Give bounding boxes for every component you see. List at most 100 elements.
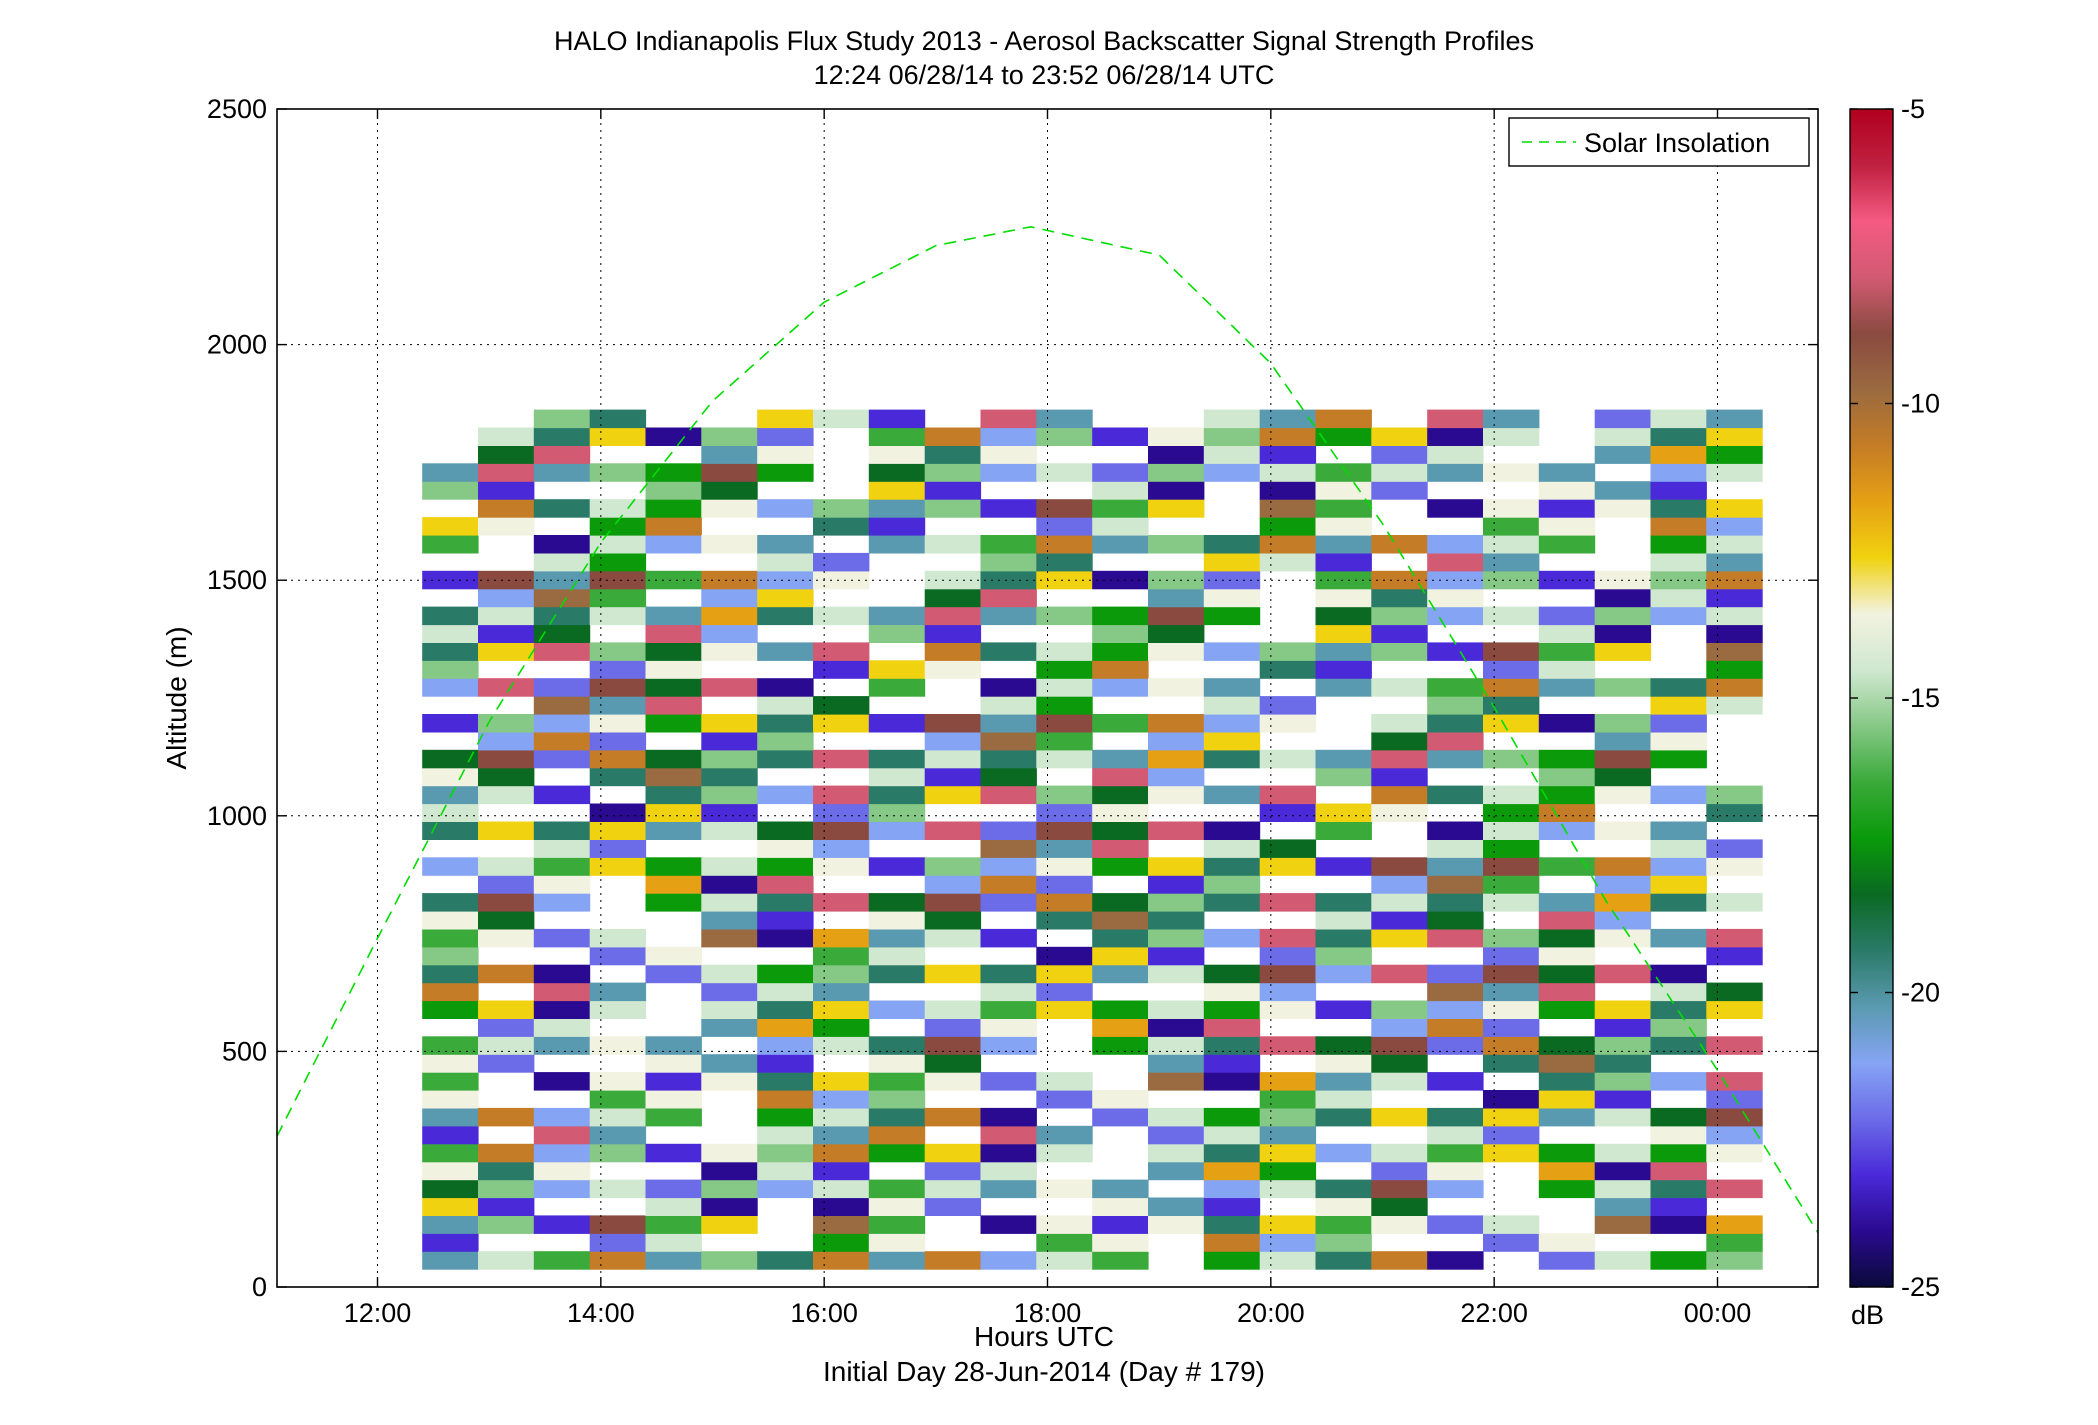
x-tick-label: 00:00	[1684, 1298, 1752, 1328]
heatmap-cell	[1036, 803, 1093, 822]
heatmap-cell	[422, 1072, 479, 1091]
colorbar-tick-label: -5	[1901, 94, 1925, 124]
heatmap-cell	[533, 982, 591, 1002]
heatmap-cell	[533, 1215, 591, 1234]
heatmap-cell	[533, 785, 591, 805]
heatmap-cell	[757, 535, 814, 554]
heatmap-cell	[757, 1179, 814, 1199]
heatmap-cell	[1259, 1107, 1317, 1127]
heatmap-cell	[1036, 785, 1093, 805]
heatmap-cell	[533, 427, 591, 446]
heatmap-cell	[533, 570, 591, 590]
heatmap-cell	[589, 606, 647, 626]
heatmap-cell	[980, 731, 1037, 751]
heatmap-cell	[924, 463, 982, 482]
heatmap-cell	[478, 911, 535, 930]
heatmap-cell	[757, 606, 814, 626]
heatmap-cell	[533, 606, 591, 626]
heatmap-cell	[1427, 839, 1484, 858]
heatmap-cell	[1259, 785, 1317, 805]
heatmap-cell	[645, 821, 702, 840]
heatmap-cell	[422, 946, 479, 966]
heatmap-cell	[701, 445, 758, 464]
heatmap-cell	[1594, 445, 1652, 464]
heatmap-cell	[1203, 588, 1261, 608]
heatmap-cell	[980, 463, 1037, 482]
heatmap-cell	[701, 481, 758, 500]
heatmap-cell	[757, 1072, 814, 1091]
heatmap-cell	[1259, 1161, 1317, 1181]
heatmap-cell	[757, 964, 814, 984]
heatmap-cell	[422, 1107, 479, 1127]
heatmap-cell	[924, 714, 982, 733]
heatmap-cell	[868, 749, 926, 769]
heatmap-cell	[1203, 1197, 1261, 1216]
heatmap-cell	[1092, 911, 1149, 930]
heatmap-cell	[1483, 1000, 1540, 1019]
heatmap-cell	[1371, 1161, 1428, 1181]
heatmap-cell	[1036, 517, 1093, 536]
heatmap-cell	[1148, 1000, 1205, 1019]
heatmap-cell	[1036, 570, 1093, 590]
heatmap-cell	[980, 1036, 1037, 1055]
heatmap-cell	[478, 1197, 535, 1216]
heatmap-cell	[1706, 928, 1763, 948]
heatmap-cell	[1092, 678, 1149, 697]
heatmap-cell	[1036, 1215, 1093, 1234]
heatmap-cell	[1036, 982, 1093, 1002]
y-tick-label: 500	[222, 1036, 267, 1066]
heatmap-cell	[813, 821, 870, 840]
heatmap-cell	[868, 463, 926, 482]
heatmap-cell	[757, 821, 814, 840]
heatmap-cell	[1427, 1251, 1484, 1270]
heatmap-cell	[868, 911, 926, 930]
heatmap-cell	[813, 1143, 870, 1163]
heatmap-cell	[1538, 463, 1596, 482]
heatmap-cell	[1594, 893, 1652, 912]
heatmap-cell	[422, 714, 479, 733]
heatmap-cell	[1148, 731, 1205, 751]
heatmap-cell	[533, 642, 591, 661]
heatmap-cell	[1650, 1000, 1707, 1019]
heatmap-cell	[1092, 1018, 1149, 1037]
heatmap-cell	[422, 803, 479, 822]
heatmap-cell	[1036, 1233, 1093, 1252]
heatmap-cell	[1594, 821, 1652, 840]
heatmap-cell	[1092, 1000, 1149, 1019]
heatmap-cell	[701, 1251, 758, 1270]
heatmap-cell	[1650, 964, 1707, 984]
colorbar-unit-label: dB	[1851, 1300, 1884, 1330]
heatmap-cell	[924, 660, 982, 679]
heatmap-cell	[533, 1161, 591, 1181]
y-tick-label: 1000	[207, 801, 267, 831]
heatmap-cell	[422, 911, 479, 930]
heatmap-cell	[924, 749, 982, 769]
heatmap-cell	[1259, 928, 1317, 948]
heatmap-cell	[980, 445, 1037, 464]
heatmap-cell	[1483, 857, 1540, 876]
heatmap-cell	[1538, 606, 1596, 626]
heatmap-cell	[1483, 1233, 1540, 1252]
heatmap-cell	[1594, 767, 1652, 787]
heatmap-cell	[1650, 606, 1707, 626]
heatmap-cell	[980, 1125, 1037, 1145]
heatmap-cell	[422, 857, 479, 876]
heatmap-cell	[1315, 1179, 1372, 1199]
heatmap-cell	[1427, 1143, 1484, 1163]
heatmap-cell	[813, 696, 870, 715]
heatmap-cell	[701, 1054, 758, 1073]
heatmap-cell	[589, 839, 647, 858]
heatmap-cell	[1594, 481, 1652, 500]
heatmap-cell	[1538, 1054, 1596, 1073]
heatmap-cell	[589, 499, 647, 518]
heatmap-cell	[757, 785, 814, 805]
heatmap-cell	[1650, 839, 1707, 858]
heatmap-cell	[1203, 570, 1261, 590]
heatmap-cell	[1203, 1107, 1261, 1127]
heatmap-cell	[645, 678, 702, 697]
heatmap-cell	[1371, 463, 1428, 482]
heatmap-cell	[1259, 1072, 1317, 1091]
heatmap-cell	[701, 606, 758, 626]
heatmap-cell	[1203, 642, 1261, 661]
heatmap-cell	[701, 821, 758, 840]
